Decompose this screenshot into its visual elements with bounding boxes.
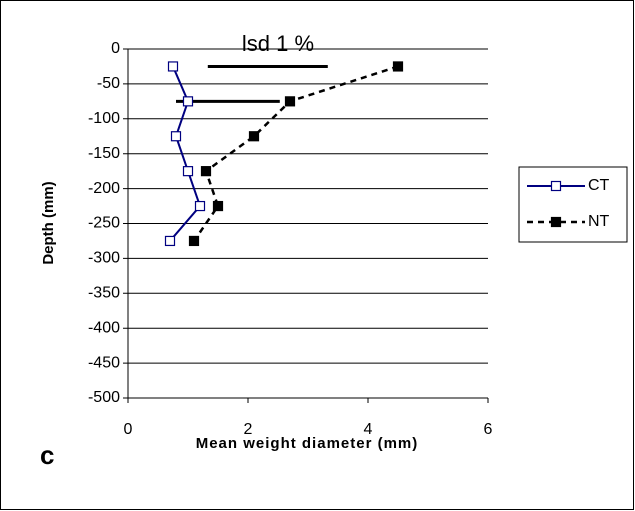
marker	[182, 96, 194, 107]
marker	[182, 166, 194, 177]
series-line	[192, 65, 399, 242]
x-tick-label: 0	[124, 421, 133, 438]
y-tick-label: -450	[88, 354, 120, 371]
legend-label: CT	[588, 177, 610, 194]
y-tick-label: 0	[111, 40, 120, 57]
marker	[248, 131, 260, 142]
annotation: lsd 1 %	[242, 31, 314, 56]
y-tick-label: -100	[88, 110, 120, 127]
marker	[167, 61, 179, 72]
x-tick-label: 6	[484, 421, 493, 438]
marker	[170, 131, 182, 142]
legend-marker	[550, 180, 562, 192]
marker	[284, 96, 296, 107]
y-tick-label: -350	[88, 285, 120, 302]
series-line	[169, 66, 202, 242]
y-tick-label: -250	[88, 215, 120, 232]
y-tick-label: -400	[88, 319, 120, 336]
y-tick-label: -200	[88, 180, 120, 197]
marker	[164, 235, 176, 247]
y-tick-label: -150	[88, 145, 120, 162]
panel-label: c	[40, 440, 54, 470]
marker	[392, 61, 404, 72]
y-tick-label: -500	[88, 389, 120, 406]
legend-box	[518, 166, 628, 243]
marker	[200, 166, 212, 177]
x-axis-title: Mean weight diameter (mm)	[196, 435, 419, 452]
x-tick-label: 2	[244, 421, 253, 438]
legend-label: NT	[588, 213, 610, 230]
legend-marker	[550, 216, 562, 228]
marker	[194, 200, 206, 212]
y-tick-label: -50	[97, 75, 120, 92]
x-tick-label: 4	[364, 421, 373, 438]
y-tick-label: -300	[88, 250, 120, 267]
marker	[212, 200, 224, 212]
y-axis-title: Depth (mm)	[40, 181, 57, 264]
marker	[188, 235, 200, 247]
